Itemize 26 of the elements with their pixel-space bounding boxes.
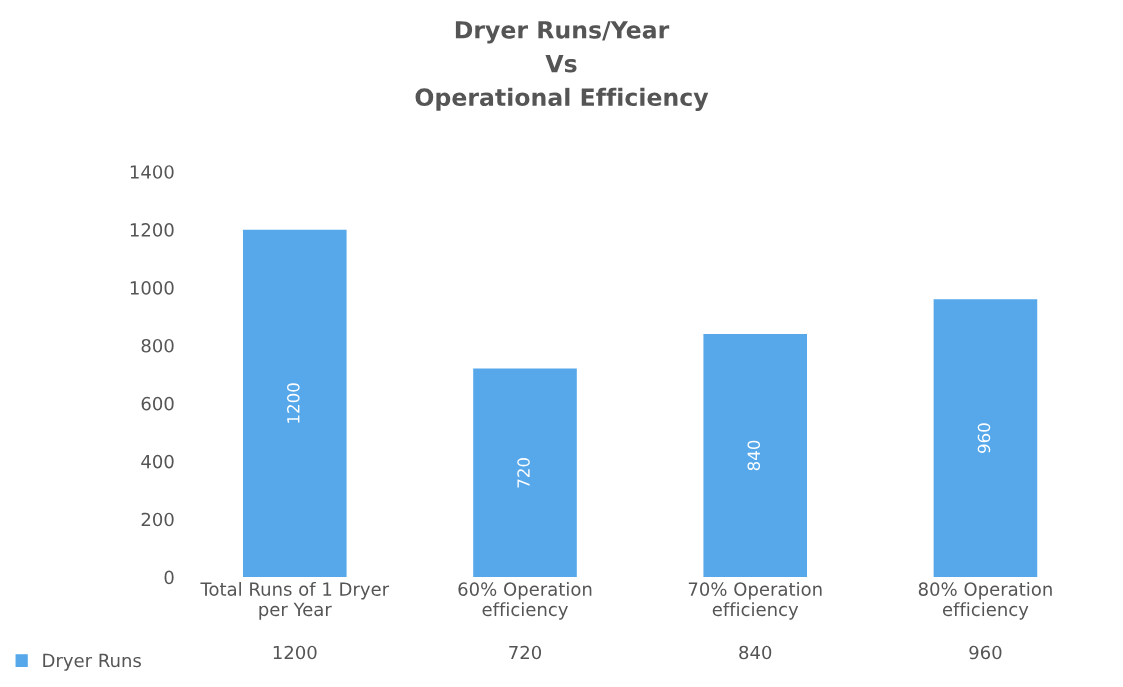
annotation: 1200 — [287, 383, 300, 423]
y-tick-label: 400 — [141, 454, 174, 469]
y-tick-label: 200 — [141, 512, 174, 527]
y-tick-label: 0 — [164, 570, 174, 585]
x-tick-label: 70% Operation efficiency — [688, 581, 822, 620]
annotation: 720 — [517, 458, 530, 488]
y-tick-label: 1400 — [130, 165, 174, 179]
chart-title: Dryer Runs/Year Vs Operational Efficiency — [415, 21, 709, 111]
annotation: 960 — [977, 423, 991, 453]
bar — [933, 299, 1038, 578]
x-tick-label: 60% Operation efficiency — [458, 581, 592, 620]
data-label: 1200 — [273, 645, 317, 660]
data-label: 960 — [969, 645, 1002, 660]
bar — [242, 229, 347, 578]
y-tick-label: 1000 — [130, 281, 174, 295]
annotation: 840 — [747, 440, 761, 471]
data-label: 720 — [509, 645, 542, 660]
data-label: 840 — [739, 645, 772, 660]
y-tick-label: 1200 — [130, 223, 174, 237]
y-tick-label: 800 — [141, 338, 174, 353]
bar — [473, 368, 577, 578]
legend-label: Dryer Runs — [43, 653, 141, 671]
bar — [703, 333, 808, 578]
x-tick-label: Total Runs of 1 Dryer per Year — [200, 581, 390, 620]
y-tick-label: 600 — [141, 396, 174, 411]
x-tick-label: 80% Operation efficiency — [918, 581, 1052, 620]
